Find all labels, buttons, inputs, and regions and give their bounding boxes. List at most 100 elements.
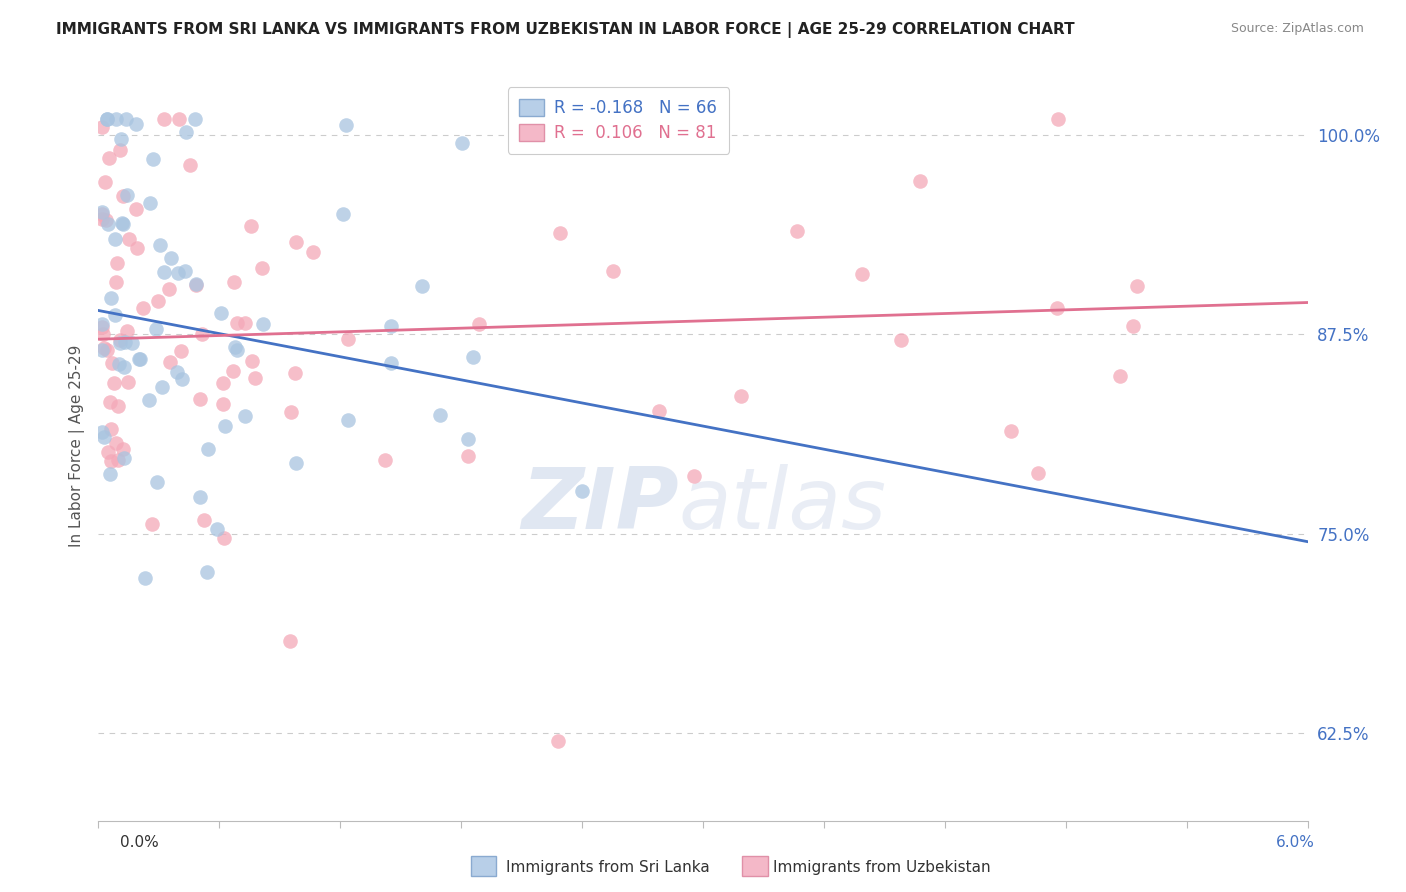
- Point: [153, 265, 176, 279]
- Point: [98, 395, 121, 409]
- Point: [188, 392, 211, 407]
- Point: [212, 397, 235, 411]
- Point: [457, 449, 479, 463]
- Point: [235, 409, 257, 423]
- Point: [302, 244, 325, 259]
- Point: [730, 389, 752, 403]
- Point: [380, 318, 402, 333]
- Text: atlas: atlas: [679, 465, 887, 548]
- Point: [117, 187, 139, 202]
- Point: [224, 275, 246, 289]
- Point: [100, 422, 122, 436]
- Point: [91, 327, 114, 342]
- Point: [98, 467, 121, 482]
- Point: [166, 365, 188, 379]
- Point: [1026, 466, 1049, 480]
- Point: [225, 343, 247, 358]
- Point: [572, 115, 595, 129]
- Point: [150, 379, 173, 393]
- Point: [172, 372, 194, 386]
- Point: [211, 376, 233, 391]
- Point: [214, 418, 236, 433]
- Point: [335, 118, 357, 132]
- Point: [209, 305, 232, 319]
- Point: [104, 232, 127, 246]
- Point: [100, 291, 122, 305]
- Point: [193, 513, 215, 527]
- Point: [93, 341, 115, 355]
- Point: [411, 279, 433, 293]
- Point: [105, 436, 128, 450]
- Point: [110, 336, 132, 351]
- Point: [571, 483, 593, 498]
- Point: [169, 112, 191, 127]
- Point: [91, 317, 114, 331]
- Point: [224, 340, 246, 354]
- Point: [184, 112, 207, 127]
- Point: [104, 112, 127, 127]
- Point: [280, 405, 302, 419]
- Point: [125, 202, 148, 216]
- Point: [547, 734, 569, 748]
- Point: [1000, 424, 1022, 438]
- Point: [138, 393, 160, 408]
- Point: [100, 453, 122, 467]
- Point: [145, 322, 167, 336]
- Bar: [471, 856, 496, 876]
- Point: [111, 216, 134, 230]
- Point: [336, 413, 359, 427]
- Point: [159, 355, 181, 369]
- Point: [278, 634, 301, 648]
- Point: [910, 174, 932, 188]
- Point: [97, 444, 120, 458]
- Point: [132, 301, 155, 315]
- Point: [252, 260, 274, 275]
- Point: [205, 522, 228, 536]
- Point: [190, 326, 212, 341]
- Text: IMMIGRANTS FROM SRI LANKA VS IMMIGRANTS FROM UZBEKISTAN IN LABOR FORCE | AGE 25-: IMMIGRANTS FROM SRI LANKA VS IMMIGRANTS …: [56, 22, 1074, 38]
- Point: [96, 112, 118, 127]
- Point: [110, 144, 132, 158]
- Point: [118, 232, 141, 246]
- Point: [648, 404, 671, 418]
- Point: [108, 358, 131, 372]
- Text: Immigrants from Uzbekistan: Immigrants from Uzbekistan: [773, 860, 991, 874]
- Point: [111, 442, 134, 457]
- Point: [91, 425, 114, 439]
- Point: [212, 531, 235, 545]
- Point: [786, 224, 808, 238]
- Point: [226, 316, 249, 330]
- Point: [429, 408, 451, 422]
- Point: [125, 241, 148, 255]
- Point: [1126, 279, 1149, 293]
- Point: [146, 475, 169, 489]
- Point: [134, 571, 156, 585]
- Point: [184, 277, 207, 292]
- Point: [197, 442, 219, 456]
- Point: [146, 293, 169, 308]
- Point: [1122, 319, 1144, 334]
- Point: [157, 282, 180, 296]
- Point: [139, 195, 162, 210]
- Point: [111, 218, 134, 232]
- Point: [128, 351, 150, 366]
- Point: [103, 376, 125, 390]
- Point: [233, 317, 256, 331]
- Point: [112, 360, 135, 375]
- Point: [160, 252, 183, 266]
- Point: [112, 189, 135, 203]
- Legend: R = -0.168   N = 66, R =  0.106   N = 81: R = -0.168 N = 66, R = 0.106 N = 81: [508, 87, 728, 153]
- Point: [174, 264, 197, 278]
- Point: [152, 112, 174, 127]
- Point: [188, 490, 211, 504]
- Point: [195, 566, 218, 580]
- Point: [94, 175, 117, 189]
- Point: [170, 343, 193, 358]
- Point: [121, 336, 143, 351]
- Point: [107, 399, 129, 413]
- Point: [112, 450, 135, 465]
- Point: [184, 277, 207, 291]
- Point: [222, 364, 245, 378]
- Point: [125, 117, 148, 131]
- Text: Immigrants from Sri Lanka: Immigrants from Sri Lanka: [506, 860, 710, 874]
